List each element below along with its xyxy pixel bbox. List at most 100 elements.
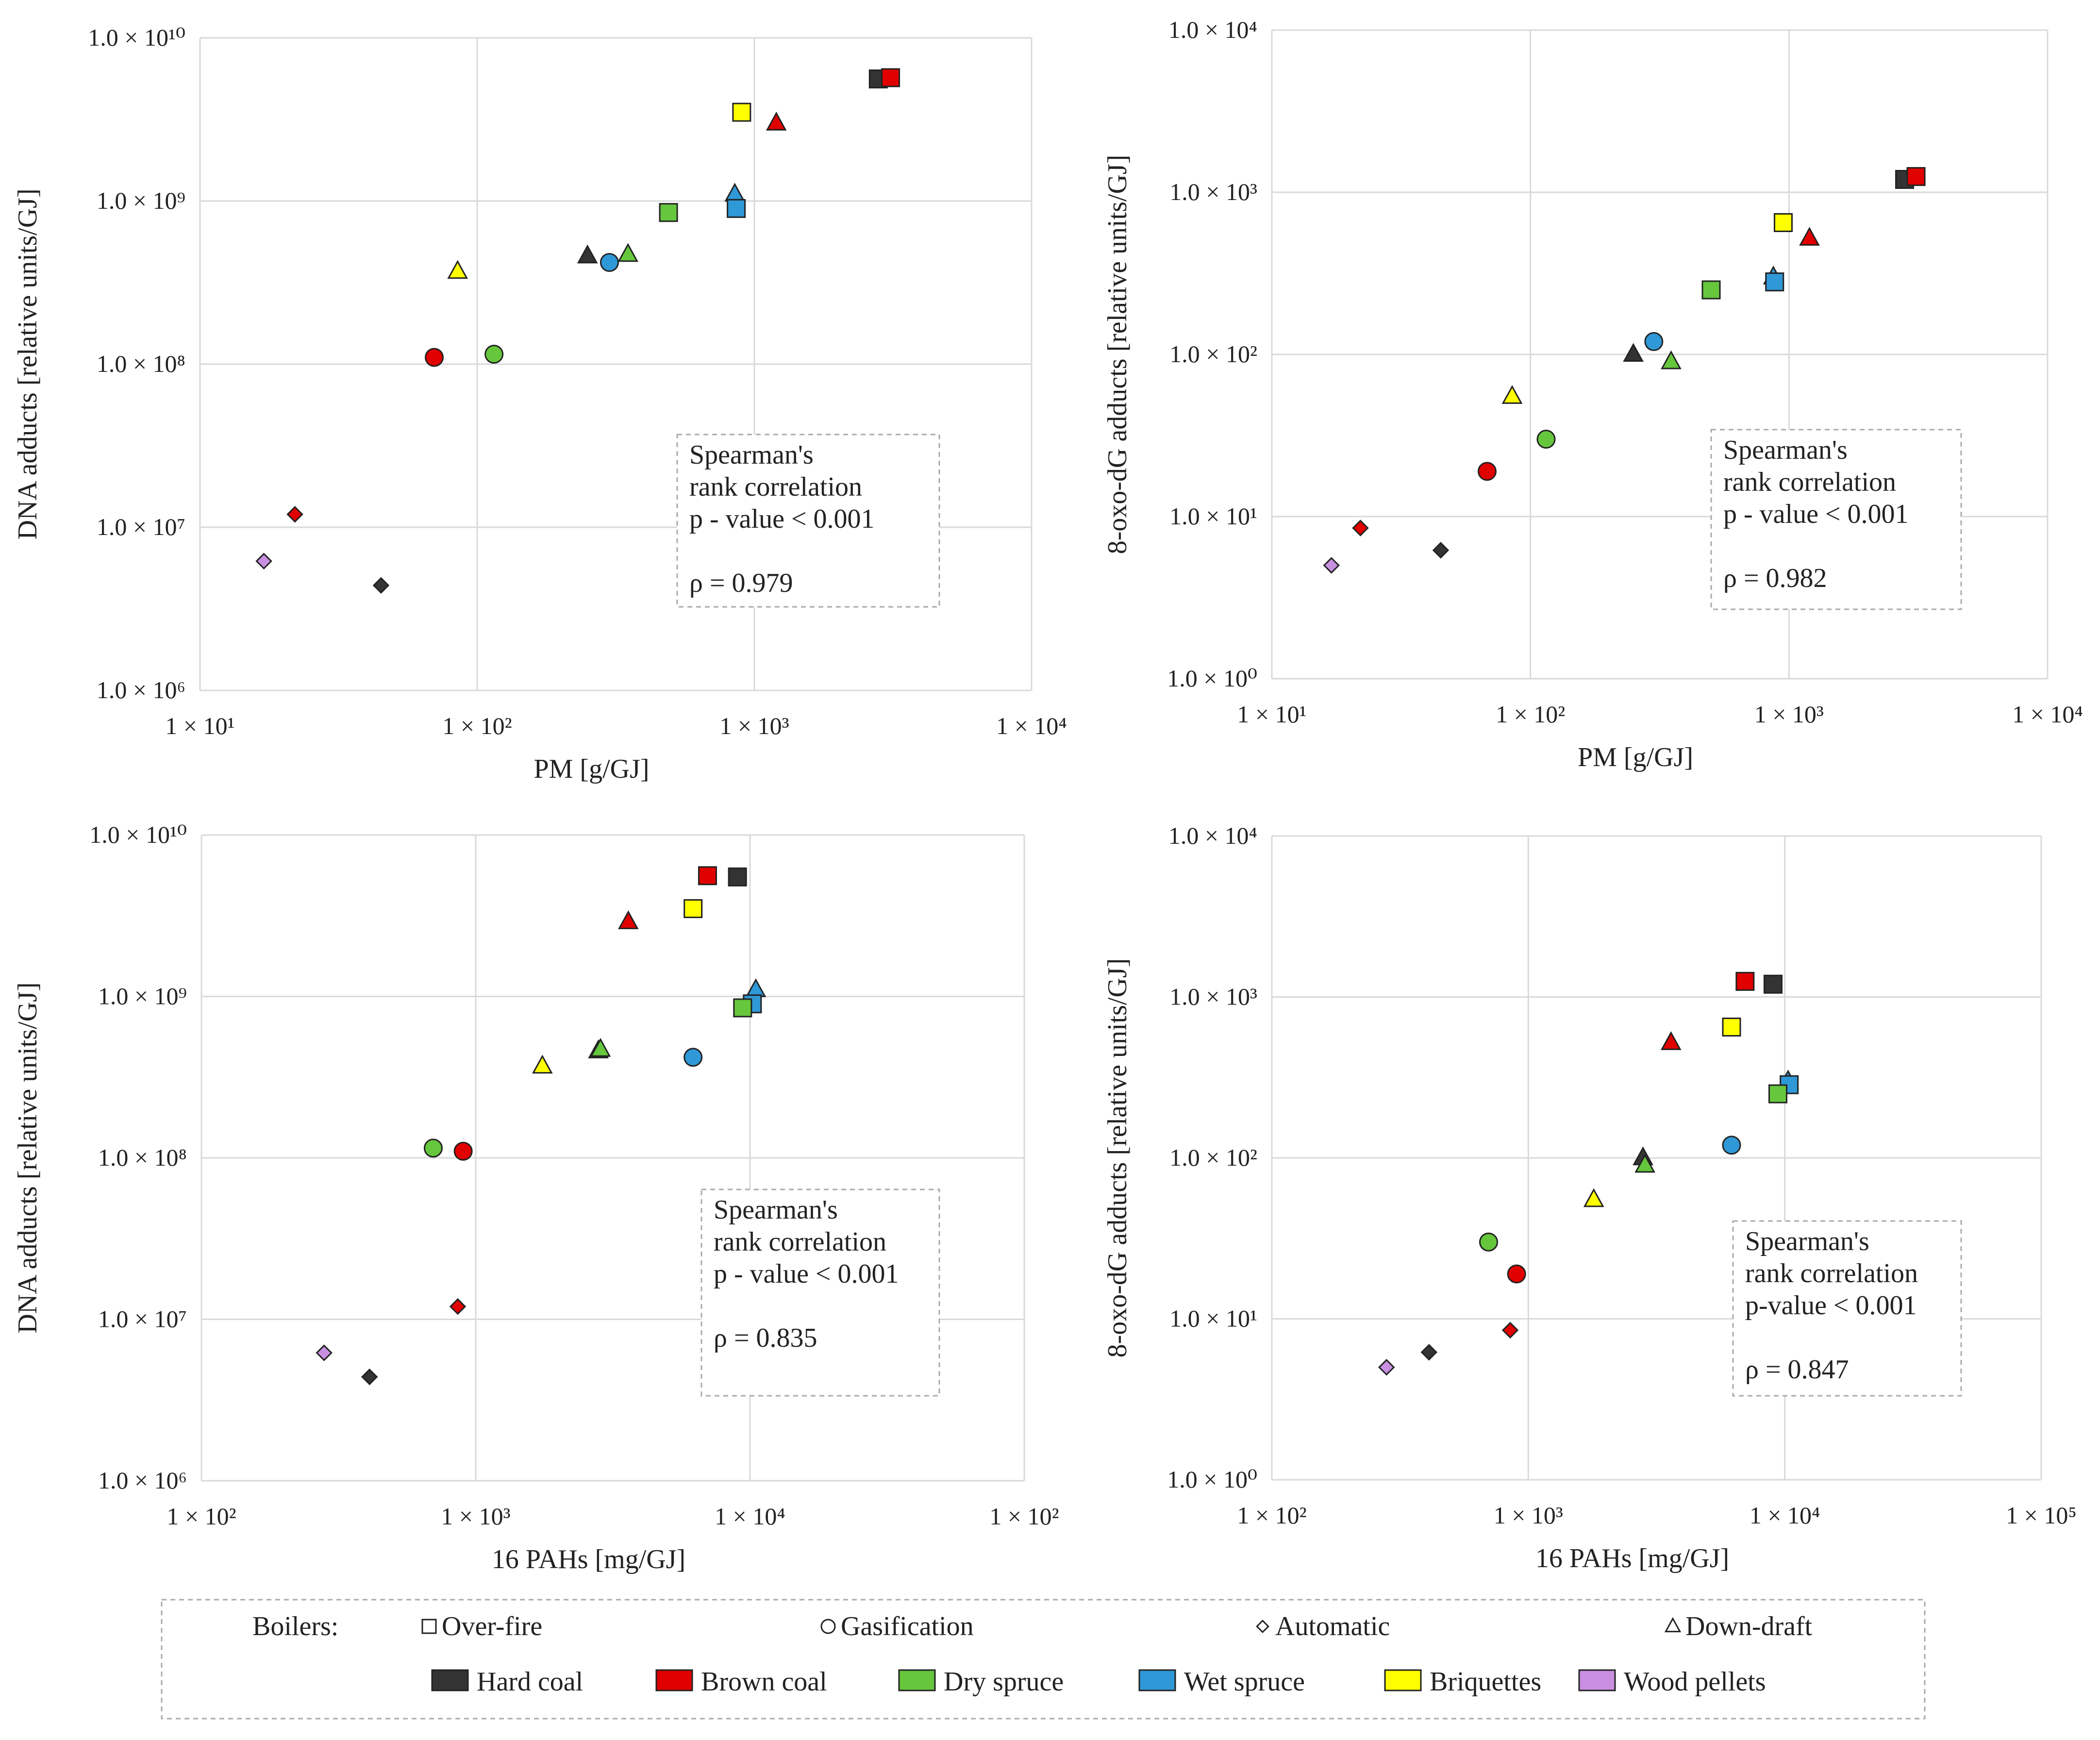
data-point-diamond-wood_pellets	[316, 1344, 333, 1361]
panel-d-oxodg-vs-pahs: 1 × 10² 1 × 10³ 1 × 10⁴ 1 × 10⁵ 1.0 × 10⁰ 1.0…	[1102, 822, 2077, 1573]
y-tick-label: 1.0 × 10⁴	[1168, 16, 1257, 43]
stats-box	[1732, 1220, 1962, 1397]
stats-text: rank correlation	[714, 1227, 886, 1257]
y-tick-label: 1.0 × 10²	[1169, 1144, 1257, 1171]
data-point-triangle-hard_coal	[1623, 343, 1644, 362]
data-point-circle-wet_spruce	[1722, 1136, 1741, 1155]
stats-text: ρ = 0.982	[1723, 563, 1827, 593]
x-tick-label: 1 × 10²	[1496, 701, 1565, 728]
y-tick-label: 1.0 × 10¹	[1169, 1305, 1257, 1332]
y-tick-label: 1.0 × 10⁰	[1167, 665, 1257, 692]
x-axis-label: 16 PAHs [mg/GJ]	[492, 1544, 685, 1574]
legend-fuel-label: Dry spruce	[944, 1667, 1064, 1697]
data-point-circle-wet_spruce	[1644, 332, 1664, 351]
y-tick-label: 1.0 × 10⁸	[98, 1144, 187, 1171]
y-tick-label: 1.0 × 10¹⁰	[89, 821, 187, 848]
stats-text: Spearman's	[1745, 1226, 1869, 1256]
data-point-triangle-briquettes	[447, 260, 468, 279]
stats-text: rank correlation	[689, 472, 862, 502]
y-tick-label: 1.0 × 10⁹	[97, 187, 185, 214]
data-point-circle-dry_spruce	[1479, 1232, 1498, 1252]
legend-boiler-label: Down-draft	[1685, 1611, 1813, 1641]
legend-swatch-dry_spruce	[898, 1669, 936, 1691]
stats-text: Spearman's	[714, 1195, 838, 1225]
data-point-circle-dry_spruce	[1536, 430, 1556, 449]
data-point-square-brown_coal	[1906, 167, 1926, 186]
data-point-circle-dry_spruce	[484, 345, 504, 364]
legend-diamond-icon	[1256, 1620, 1269, 1633]
data-point-circle-brown_coal	[1477, 462, 1497, 481]
y-tick-label: 1.0 × 10⁷	[98, 1305, 187, 1333]
data-point-diamond-brown_coal	[1352, 519, 1369, 536]
data-point-square-dry_spruce	[1701, 280, 1721, 300]
data-point-diamond-hard_coal	[1420, 1344, 1437, 1361]
stats-text: p - value < 0.001	[714, 1259, 899, 1289]
y-axis-label: DNA adducts [relative units/GJ]	[13, 188, 43, 539]
data-point-diamond-brown_coal	[1501, 1322, 1519, 1339]
stats-text: rank correlation	[1723, 467, 1896, 497]
data-point-triangle-brown_coal	[766, 112, 787, 131]
legend-boiler-label: Automatic	[1275, 1611, 1390, 1641]
x-tick-label: 1 × 10¹	[165, 712, 234, 739]
stats-text: rank correlation	[1745, 1258, 1918, 1288]
x-tick-label: 1 × 10⁴	[1750, 1502, 1820, 1529]
y-axis-label: 8-oxo-dG adducts [relative units/GJ]	[1102, 958, 1133, 1358]
y-axis-label: DNA adducts [relative units/GJ]	[13, 982, 43, 1333]
data-point-diamond-wood_pellets	[255, 552, 272, 569]
data-point-circle-brown_coal	[453, 1141, 473, 1161]
legend-fuel-label: Brown coal	[701, 1667, 827, 1697]
x-tick-label: 1 × 10³	[1494, 1502, 1563, 1529]
x-tick-label: 1 × 10³	[719, 712, 789, 739]
data-point-triangle-hard_coal	[577, 244, 598, 264]
data-point-square-hard_coal	[728, 867, 747, 887]
x-axis-label: PM [g/GJ]	[1578, 742, 1693, 772]
data-point-diamond-hard_coal	[372, 577, 390, 594]
stats-box	[1710, 429, 1962, 610]
data-point-diamond-wood_pellets	[1378, 1359, 1395, 1376]
data-point-diamond-brown_coal	[449, 1298, 467, 1315]
data-point-circle-brown_coal	[425, 348, 444, 367]
stats-text: ρ = 0.847	[1745, 1355, 1849, 1385]
legend-swatch-brown_coal	[655, 1669, 693, 1691]
legend-swatch-hard_coal	[431, 1669, 469, 1691]
legend-title: Boilers:	[252, 1611, 338, 1641]
stats-text: Spearman's	[689, 440, 814, 470]
x-axis-label: 16 PAHs [mg/GJ]	[1535, 1543, 1729, 1573]
legend-square-icon	[421, 1619, 437, 1634]
legend-fuel-label: Briquettes	[1430, 1667, 1541, 1697]
legend-boiler-label: Over-fire	[442, 1611, 542, 1641]
legend-circle-icon	[820, 1619, 836, 1634]
y-tick-label: 1.0 × 10³	[1169, 178, 1257, 205]
x-tick-label: 1 × 10⁵	[2006, 1502, 2077, 1529]
y-tick-label: 1.0 × 10⁰	[1167, 1466, 1257, 1493]
x-tick-label: 1 × 10⁴	[715, 1503, 785, 1530]
stats-text: p - value < 0.001	[689, 504, 875, 534]
legend: Boilers: Over-fire Gasification Automatic Do…	[161, 1599, 1926, 1720]
x-tick-label: 1 × 10²	[167, 1503, 236, 1530]
legend-fuel-label: Hard coal	[477, 1667, 583, 1697]
data-point-diamond-hard_coal	[1432, 542, 1450, 559]
data-point-triangle-dry_spruce	[590, 1037, 611, 1057]
data-point-triangle-briquettes	[1501, 385, 1523, 404]
panel-b-oxodg-vs-pm: 1 × 10¹ 1 × 10² 1 × 10³ 1 × 10⁴ 1.0 × 10⁰ 1.0…	[1102, 16, 2083, 772]
stats-text: Spearman's	[1723, 435, 1848, 465]
y-tick-label: 1.0 × 10¹	[1169, 502, 1257, 530]
y-tick-label: 1.0 × 10⁶	[97, 676, 185, 703]
x-tick-label: 1 × 10⁴	[2012, 701, 2083, 728]
x-tick-label: 1 × 10¹	[1237, 701, 1306, 728]
data-point-square-briquettes	[732, 102, 751, 122]
data-point-triangle-wet_spruce	[724, 183, 746, 202]
data-point-triangle-dry_spruce	[1634, 1154, 1655, 1173]
stats-box	[700, 1188, 940, 1397]
data-point-square-wet_spruce	[727, 199, 746, 218]
data-point-triangle-brown_coal	[617, 910, 639, 929]
stats-text: p - value < 0.001	[1723, 499, 1909, 529]
y-tick-label: 1.0 × 10⁹	[98, 983, 187, 1010]
data-point-triangle-dry_spruce	[617, 243, 639, 262]
y-tick-label: 1.0 × 10⁶	[98, 1467, 187, 1494]
data-point-circle-wet_spruce	[683, 1048, 703, 1067]
stats-text: p-value < 0.001	[1745, 1290, 1917, 1321]
data-point-square-dry_spruce	[1768, 1084, 1787, 1104]
legend-box	[161, 1599, 1926, 1720]
